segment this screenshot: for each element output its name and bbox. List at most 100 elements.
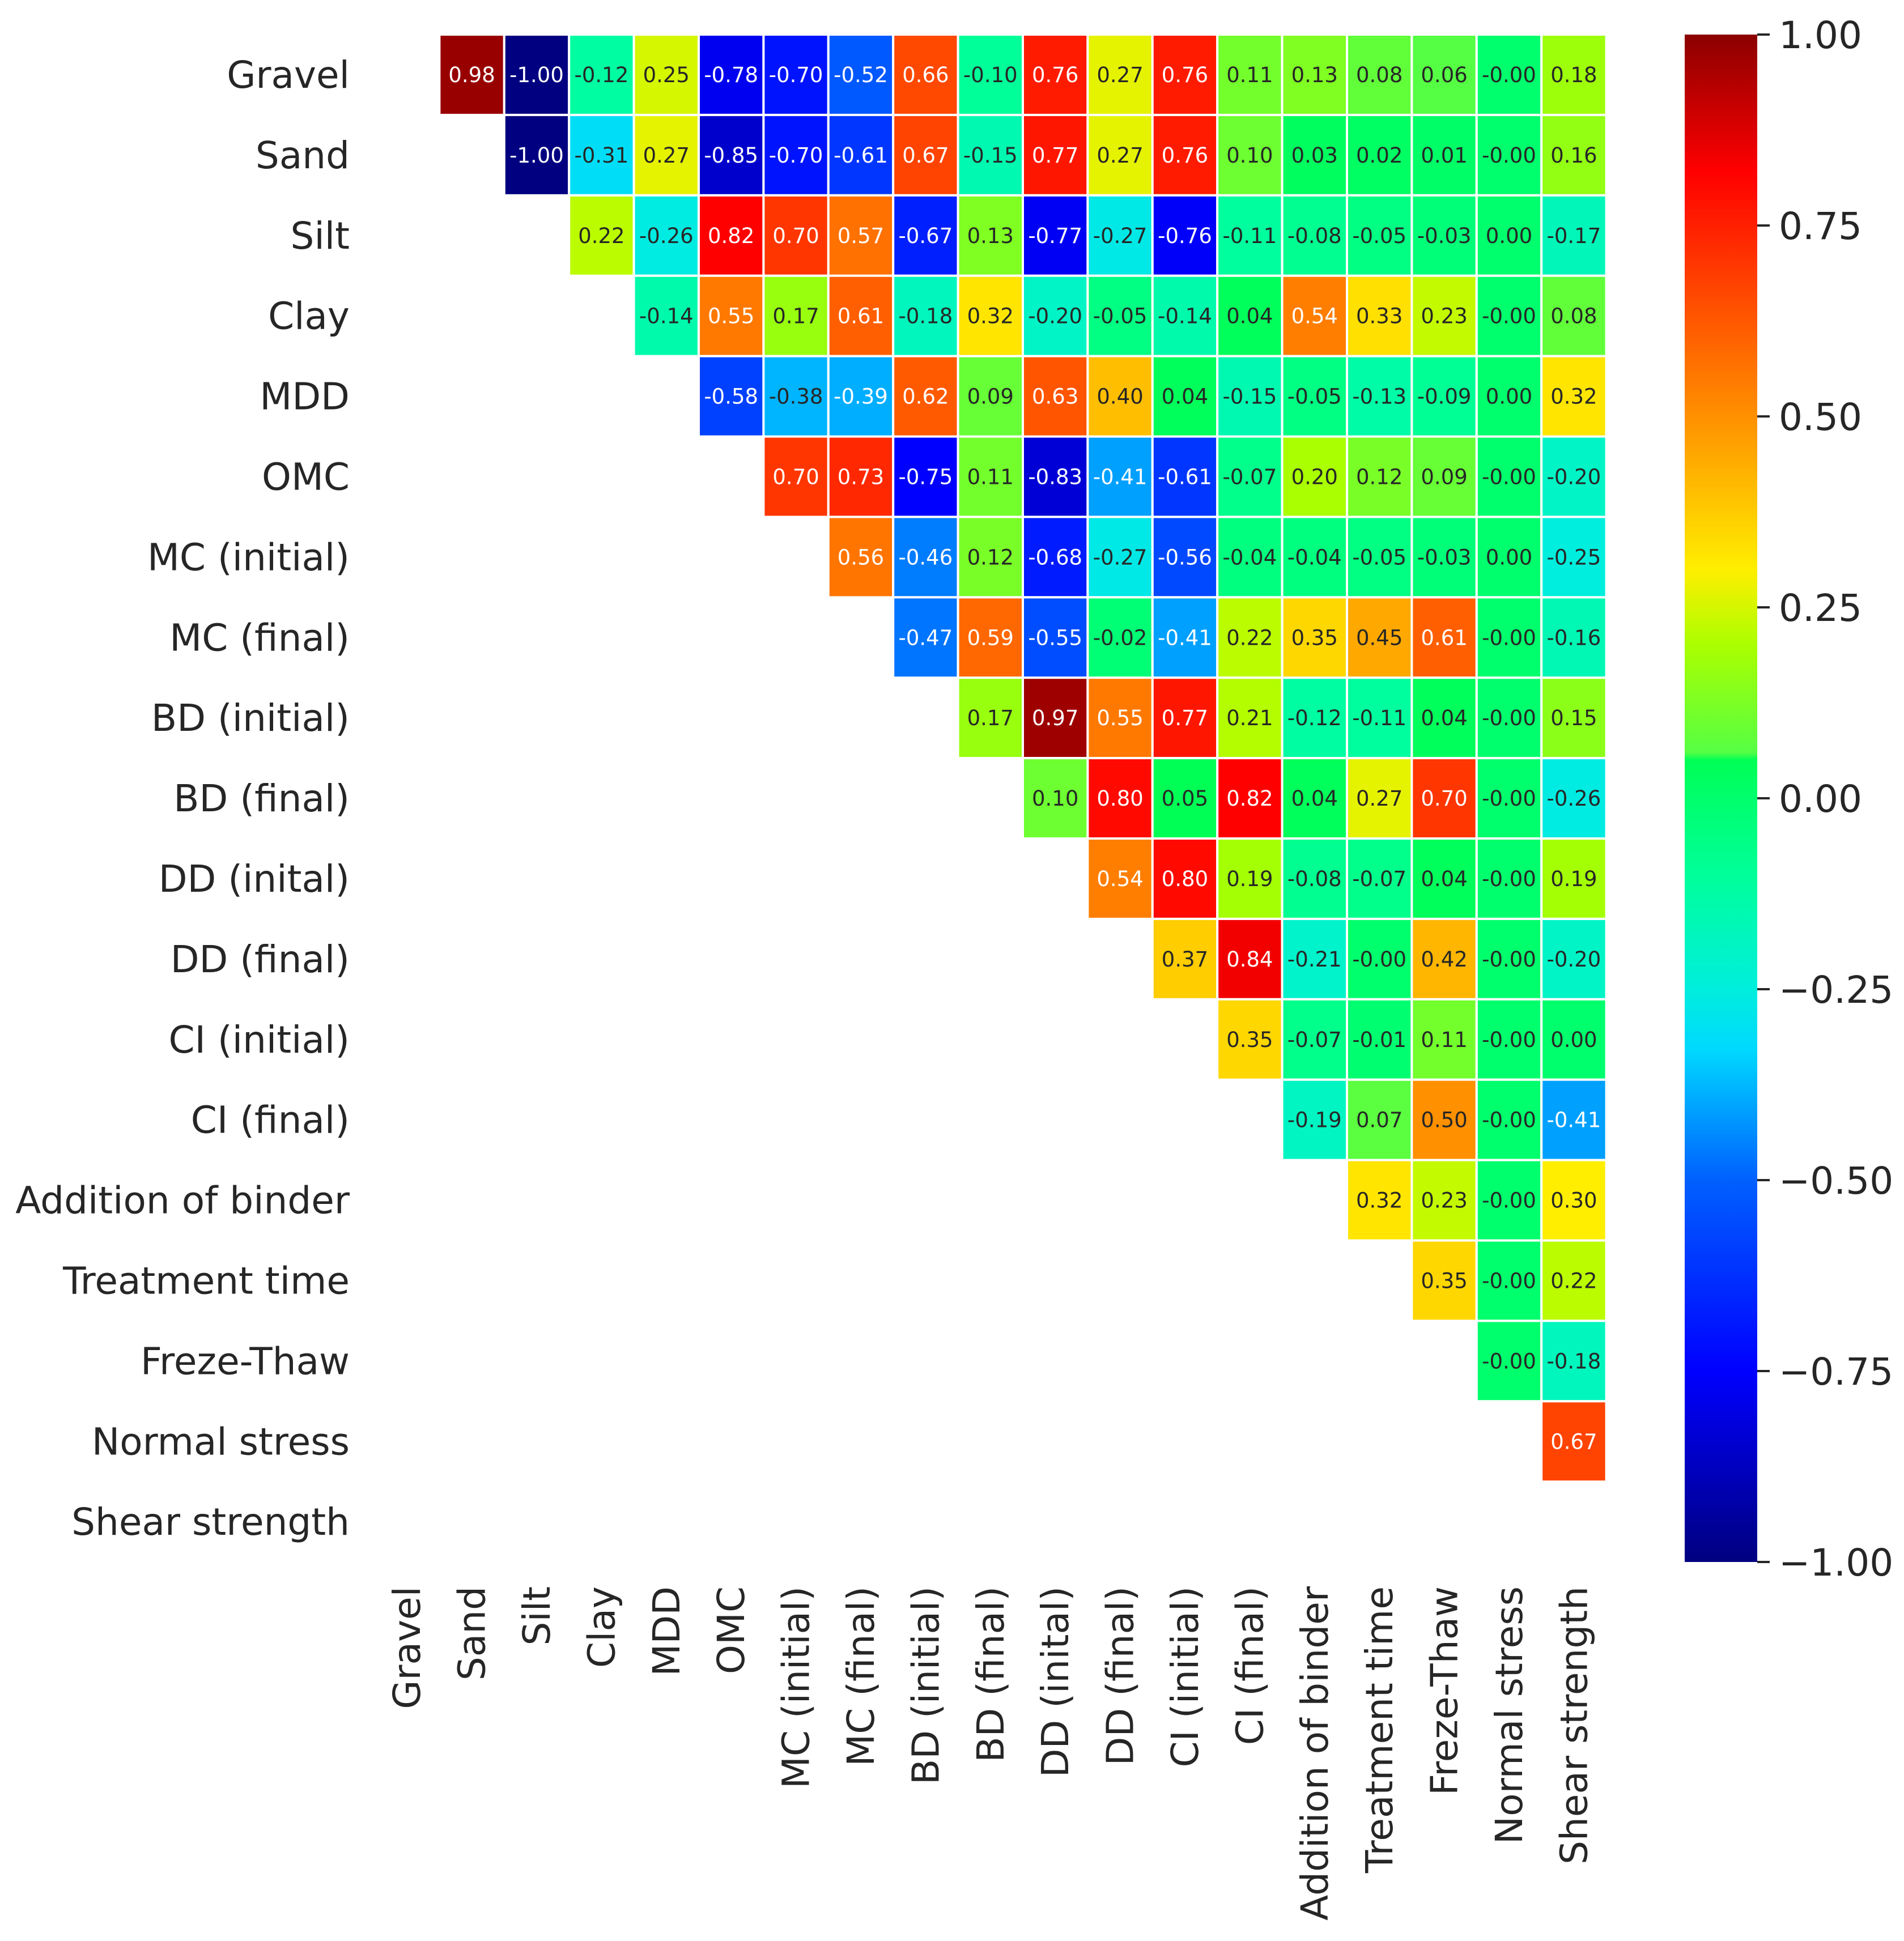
row-label: MDD [260, 375, 350, 419]
cell-value: 0.08 [1550, 304, 1597, 329]
cell-value: -0.16 [1547, 625, 1601, 650]
heatmap-cell: -0.00 [1475, 33, 1543, 116]
heatmap-cell: -0.00 [1475, 1239, 1543, 1322]
row-label: OMC [262, 455, 350, 499]
heatmap-cell: 0.76 [1151, 33, 1219, 116]
cell-rect [1540, 194, 1608, 277]
row-label: Freze-Thaw [141, 1339, 350, 1383]
heatmap-cell: -0.83 [1022, 435, 1089, 518]
row-label: CI (initial) [168, 1018, 350, 1062]
cell-value: 0.76 [1162, 143, 1208, 168]
cell-rect [1086, 355, 1154, 438]
column-label: Treatment time [1358, 1586, 1401, 1874]
heatmap-cell: 0.13 [957, 194, 1024, 277]
row-label: Silt [291, 214, 350, 258]
heatmap-cell: -0.00 [1475, 1159, 1543, 1242]
cell-value: -0.14 [1158, 304, 1212, 329]
cell-value: -0.18 [899, 304, 953, 329]
cell-rect [1281, 355, 1349, 438]
heatmap-cell: -0.08 [1281, 194, 1349, 277]
column-label: Gravel [385, 1586, 429, 1709]
cell-value: -0.41 [1093, 465, 1148, 489]
heatmap-cell: 0.32 [1346, 1159, 1413, 1242]
cell-rect [1475, 355, 1543, 438]
heatmap-cell: -0.61 [827, 113, 895, 197]
row-label: CI (final) [191, 1099, 350, 1142]
cell-rect [1410, 1239, 1478, 1322]
heatmap-cell: 0.23 [1410, 1159, 1478, 1242]
column-label: CI (final) [1228, 1586, 1272, 1745]
heatmap-cell: -0.00 [1475, 1319, 1543, 1403]
cell-value: -0.12 [1287, 706, 1342, 730]
heatmap-cell: -0.05 [1346, 516, 1413, 599]
cell-rect [1281, 676, 1349, 760]
heatmap-cell: -0.41 [1540, 1078, 1608, 1161]
row-label: Normal stress [92, 1420, 350, 1463]
heatmap-cell: -0.76 [1151, 194, 1219, 277]
cell-rect [1540, 274, 1608, 357]
cell-value: 0.32 [1550, 385, 1597, 409]
column-label: Addition of binder [1293, 1586, 1337, 1921]
row-label: Addition of binder [15, 1179, 350, 1223]
cell-value: -0.31 [575, 143, 629, 168]
colorbar-tick-label: −0.75 [1779, 1350, 1893, 1394]
cell-value: -0.27 [1093, 545, 1148, 569]
cell-value: 0.09 [1421, 465, 1467, 489]
column-label: CI (initial) [1163, 1586, 1207, 1768]
cell-value: 0.80 [1162, 867, 1208, 891]
cell-value: 0.82 [1226, 786, 1273, 811]
heatmap-cell: -0.02 [1086, 596, 1154, 679]
heatmap-cell: 0.33 [1346, 274, 1413, 357]
cell-rect [1410, 274, 1478, 357]
heatmap-cell: -0.13 [1346, 355, 1413, 438]
cell-value: 0.12 [967, 545, 1014, 569]
row-label: MC (initial) [147, 535, 350, 579]
cell-rect [1022, 435, 1089, 518]
cell-value: -0.21 [1287, 947, 1342, 972]
cell-value: 0.61 [1421, 625, 1467, 650]
cell-value: 0.59 [967, 625, 1014, 650]
heatmap-cell: 0.04 [1151, 355, 1219, 438]
heatmap-cell: 0.76 [1022, 33, 1089, 116]
cell-value: -0.61 [834, 143, 888, 168]
heatmap-cell: 0.03 [1281, 113, 1349, 197]
cell-rect [1346, 516, 1413, 599]
colorbar-tick-label: 0.00 [1779, 777, 1862, 821]
cell-value: -0.85 [704, 143, 758, 168]
cell-rect [1151, 676, 1219, 760]
cell-value: 0.50 [1421, 1108, 1467, 1133]
heatmap-cell: 0.07 [1346, 1078, 1413, 1161]
cell-rect [632, 194, 700, 277]
cell-value: -0.18 [1547, 1349, 1601, 1373]
cell-value: 0.32 [1356, 1189, 1402, 1213]
cell-rect [1540, 917, 1608, 1001]
heatmap-cell: -0.20 [1540, 435, 1608, 518]
cell-value: -0.55 [1028, 625, 1082, 650]
column-label: MC (final) [839, 1586, 883, 1767]
column-labels: Gravel Sand Silt Clay MDD OMC MC (initial) MC (… [385, 1586, 1596, 1921]
cell-value: 0.00 [1550, 1028, 1597, 1052]
cell-value: 0.13 [1291, 63, 1338, 87]
heatmap-cell: -0.00 [1475, 998, 1543, 1081]
cell-rect [1151, 355, 1219, 438]
cell-value: 0.04 [1421, 706, 1467, 730]
cell-rect [1346, 917, 1413, 1001]
cell-rect [438, 33, 505, 116]
heatmap-cell: -0.00 [1475, 837, 1543, 920]
heatmap-cell: 0.54 [1086, 837, 1154, 920]
cell-value: -0.00 [1482, 947, 1536, 972]
heatmap-cell: 0.00 [1475, 355, 1543, 438]
cell-rect [1216, 917, 1284, 1001]
cell-value: 0.27 [643, 143, 690, 168]
cell-value: -0.78 [704, 63, 758, 87]
colorbar: 1.00 0.75 0.50 0.25 0.00 −0.25 −0.50 −0.75 −1.00 [1685, 14, 1893, 1585]
cell-value: -0.00 [1352, 947, 1406, 972]
cell-rect [1410, 435, 1478, 518]
heatmap-cell: 0.19 [1216, 837, 1284, 920]
cell-value: 0.61 [838, 304, 884, 329]
cell-value: 0.22 [1226, 625, 1273, 650]
cell-value: 0.08 [1356, 63, 1402, 87]
heatmap-cell: -0.08 [1281, 837, 1349, 920]
heatmap-cell: -0.46 [892, 516, 959, 599]
heatmap-cell: 0.84 [1216, 917, 1284, 1001]
